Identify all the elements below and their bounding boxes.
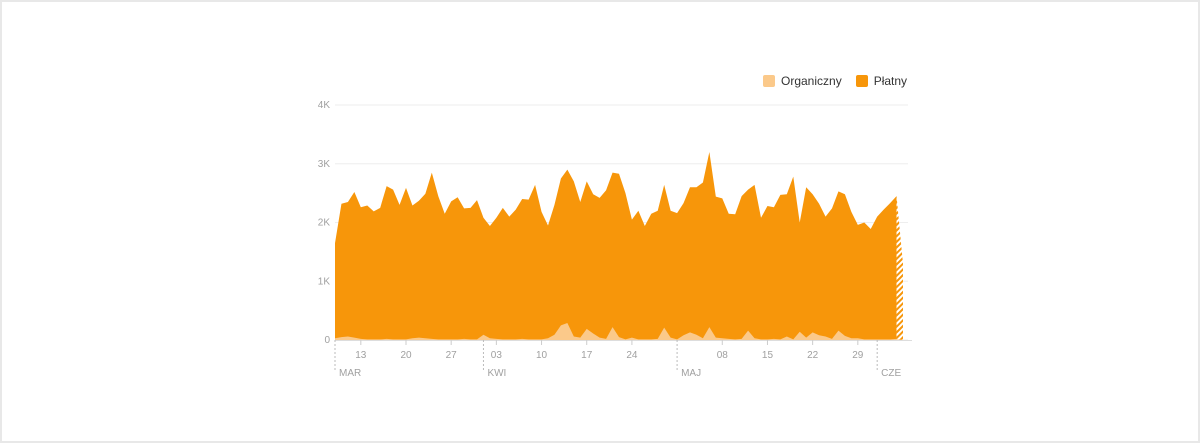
series-area-paid xyxy=(335,152,897,340)
x-tick-label: 22 xyxy=(807,350,819,361)
x-tick-label: 24 xyxy=(626,350,638,361)
y-tick-label: 4K xyxy=(318,100,331,111)
chart-legend: Organiczny Płatny xyxy=(763,74,907,88)
x-tick-label: 03 xyxy=(491,350,503,361)
x-tick-label: 17 xyxy=(581,350,593,361)
series-area-organic xyxy=(335,322,897,340)
x-tick-label: 13 xyxy=(355,350,367,361)
legend-label-paid: Płatny xyxy=(873,74,908,88)
x-tick-label: 27 xyxy=(446,350,458,361)
y-tick-label: 3K xyxy=(318,159,331,170)
x-tick-label: 29 xyxy=(852,350,864,361)
series-area-paid-partial xyxy=(896,196,903,340)
y-tick-label: 2K xyxy=(318,218,331,229)
x-tick-label: 15 xyxy=(762,350,774,361)
legend-item-paid[interactable]: Płatny xyxy=(855,74,908,88)
month-label: MAR xyxy=(339,368,361,379)
month-label: MAJ xyxy=(681,368,701,379)
x-tick-label: 08 xyxy=(717,350,729,361)
month-label: KWI xyxy=(487,368,506,379)
y-tick-label: 1K xyxy=(318,276,331,287)
legend-swatch-organic xyxy=(763,75,775,87)
series-area-organic-partial xyxy=(896,338,903,340)
x-tick-label: 20 xyxy=(400,350,412,361)
x-tick-label: 10 xyxy=(536,350,548,361)
legend-item-organic[interactable]: Organiczny xyxy=(763,74,842,88)
legend-label-organic: Organiczny xyxy=(781,74,842,88)
y-tick-label: 0 xyxy=(324,335,330,346)
legend-swatch-paid xyxy=(855,75,868,87)
month-label: CZE xyxy=(881,368,901,379)
